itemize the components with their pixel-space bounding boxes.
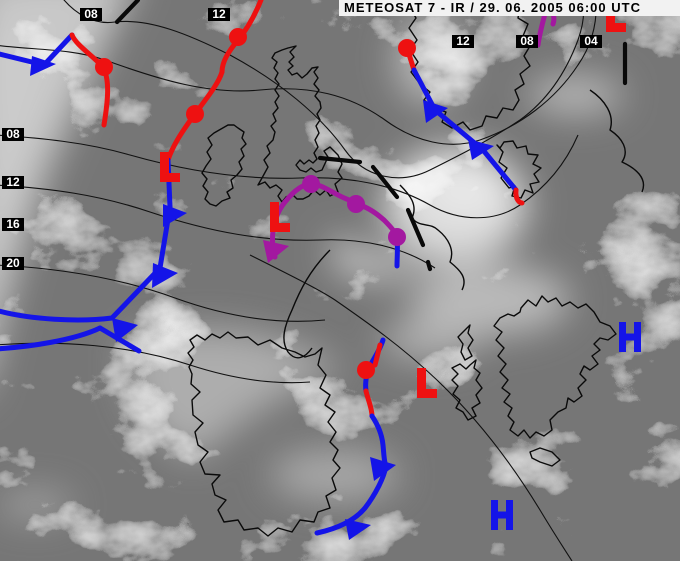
svg-text:08: 08 (84, 7, 98, 21)
svg-text:08: 08 (520, 34, 534, 48)
svg-text:04: 04 (584, 34, 598, 48)
svg-text:16: 16 (6, 217, 20, 231)
svg-text:20: 20 (6, 256, 20, 270)
svg-text:08: 08 (6, 127, 20, 141)
svg-text:12: 12 (456, 34, 470, 48)
svg-text:12: 12 (6, 175, 20, 189)
svg-text:METEOSAT 7 - IR / 29. 06. 20: METEOSAT 7 - IR / 29. 06. 2005 06:00 UTC (344, 0, 641, 15)
svg-text:12: 12 (212, 7, 226, 21)
